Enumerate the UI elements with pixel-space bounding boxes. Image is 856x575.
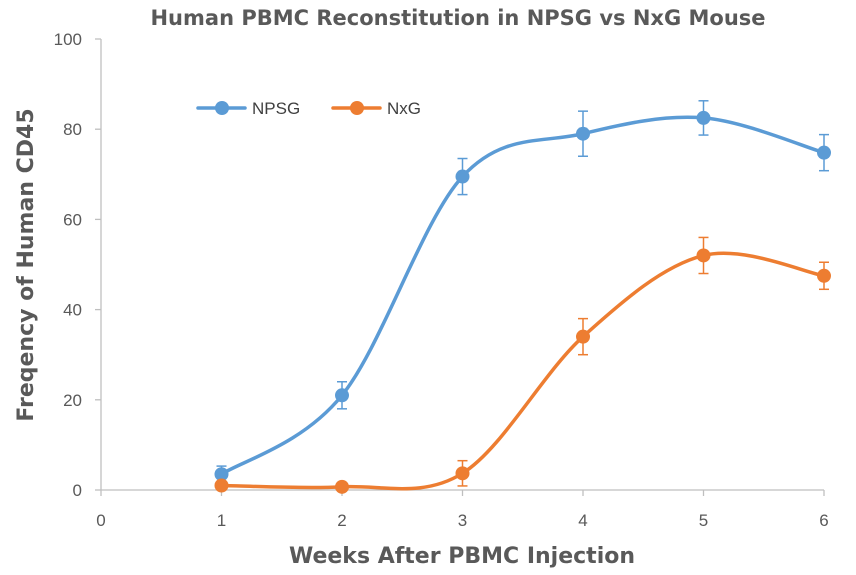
x-tick-label-4: 4 (578, 511, 587, 530)
data-point-nxg (214, 478, 229, 493)
x-tick-label-1: 1 (217, 511, 226, 530)
x-tick-label-2: 2 (337, 511, 346, 530)
data-point-npsg (455, 169, 470, 184)
legend-marker-nxg (350, 101, 364, 115)
y-tick-label-40: 40 (63, 301, 82, 320)
data-point-npsg (335, 388, 349, 403)
y-tick-label-0: 0 (73, 481, 82, 500)
series-line-nxg (219, 251, 826, 491)
plot-area: 0 20 40 60 80 100 0 1 2 3 4 5 6 (54, 30, 831, 530)
series-npsg (214, 100, 831, 484)
legend-label-npsg: NPSG (252, 99, 300, 118)
x-tick-label-6: 6 (819, 511, 828, 530)
data-point-nxg (335, 479, 349, 494)
data-point-nxg (817, 268, 831, 283)
data-point-npsg (576, 126, 590, 141)
y-tick-label-100: 100 (54, 30, 82, 49)
data-point-npsg (214, 467, 229, 482)
chart-title: Human PBMC Reconstitution in NPSG vs NxG… (150, 6, 765, 30)
x-tick-label-3: 3 (458, 511, 467, 530)
y-tick-label-20: 20 (63, 391, 82, 410)
x-tick-label-5: 5 (699, 511, 708, 530)
series-nxg (214, 236, 831, 494)
x-tick-label-0: 0 (96, 511, 105, 530)
data-point-npsg (817, 145, 831, 160)
data-point-nxg (455, 466, 470, 481)
legend-label-nxg: NxG (387, 99, 421, 118)
y-axis-title: Freqency of Human CD45 (14, 108, 39, 421)
data-point-npsg (696, 110, 711, 125)
x-axis-title: Weeks After PBMC Injection (289, 544, 635, 569)
legend: NPSG NxG (196, 99, 421, 118)
data-point-nxg (576, 329, 590, 344)
legend-marker-npsg (215, 101, 229, 115)
series-line-npsg (219, 115, 826, 476)
y-tick-label-80: 80 (63, 120, 82, 139)
y-tick-label-60: 60 (63, 210, 82, 229)
data-point-nxg (696, 248, 711, 263)
